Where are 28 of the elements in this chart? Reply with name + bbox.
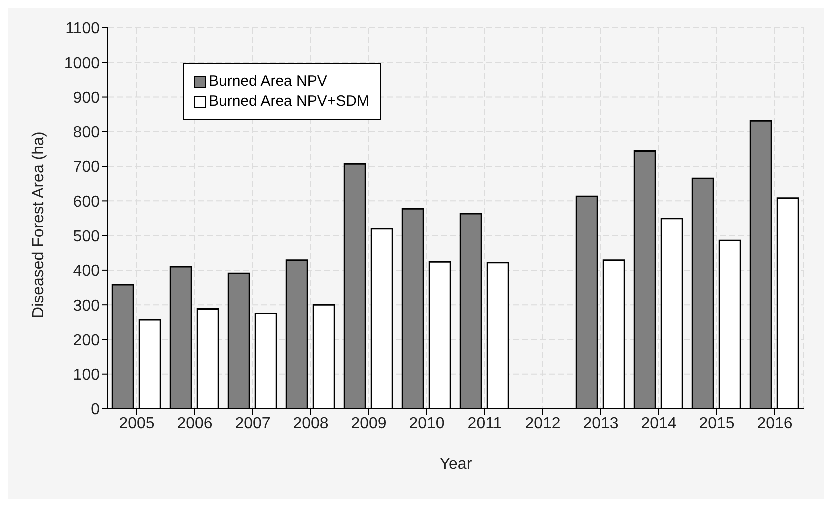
y-tick-label: 900 [73,90,100,107]
x-tick-label: 2012 [525,415,561,432]
x-tick-label: 2015 [699,415,735,432]
x-tick-label: 2016 [757,415,793,432]
legend-label: Burned Area NPV [209,73,328,90]
y-tick-label: 400 [73,263,100,280]
x-tick-label: 2007 [235,415,271,432]
x-tick-label: 2013 [583,415,619,432]
x-tick-label: 2008 [293,415,329,432]
x-tick-label: 2014 [641,415,677,432]
x-tick-label: 2006 [177,415,213,432]
x-tick-label: 2005 [119,415,155,432]
y-axis-title: Diseased Forest Area (ha) [30,132,48,318]
y-tick-label: 600 [73,194,100,211]
y-tick-label: 300 [73,298,100,315]
y-tick-label: 700 [73,159,100,176]
y-tick-label: 1000 [64,55,100,72]
x-tick-label: 2011 [468,415,502,432]
legend-label: Burned Area NPV+SDM [209,93,370,110]
y-tick-label: 500 [73,228,100,246]
x-tick-label: 2009 [351,415,387,432]
x-tick-label: 2010 [409,415,445,432]
y-tick-label: 200 [73,332,100,350]
y-tick-label: 0 [91,402,100,419]
x-axis-title: Year [440,456,473,473]
y-tick-label: 800 [73,124,100,142]
y-tick-label: 1100 [66,20,100,38]
y-tick-label: 100 [73,367,100,384]
